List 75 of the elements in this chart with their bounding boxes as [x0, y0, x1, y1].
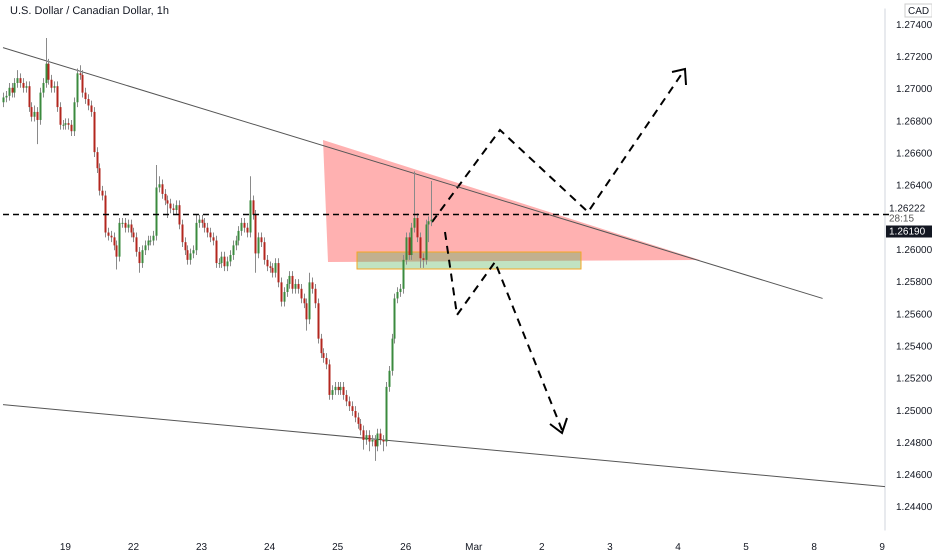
candlestick [366, 430, 368, 446]
candlestick [170, 198, 172, 214]
candlestick [12, 82, 14, 98]
candlestick [258, 232, 260, 259]
x-tick-label: 8 [811, 542, 818, 550]
x-tick-label: 24 [264, 542, 276, 550]
candlestick [244, 218, 246, 234]
candlestick [332, 384, 334, 400]
candlestick [274, 258, 276, 278]
y-tick-label: 1.24800 [896, 438, 932, 449]
x-tick-label: 4 [675, 542, 682, 550]
y-tick-label: 1.24600 [896, 470, 932, 482]
x-tick-label: 2 [539, 542, 546, 550]
candlestick [292, 270, 294, 294]
candlestick [294, 278, 296, 294]
candlestick [34, 104, 36, 122]
candlestick [338, 382, 340, 396]
y-tick-label: 1.24400 [896, 502, 932, 514]
candlestick [368, 430, 370, 452]
y-tick-label: 1.27200 [896, 52, 932, 63]
candlestick [142, 244, 144, 268]
candlestick [2, 92, 4, 108]
annotation: 28:15 [889, 213, 914, 224]
y-tick-label: 1.25600 [896, 309, 932, 320]
x-tick-label: 23 [196, 542, 208, 550]
chart-title: U.S. Dollar / Canadian Dollar, 1h [10, 5, 169, 17]
y-tick-label: 1.26600 [896, 148, 932, 160]
x-tick-label: 22 [128, 542, 140, 550]
y-tick-label: 1.25800 [896, 277, 932, 288]
candlestick [124, 218, 126, 234]
y-tick-label: 1.26800 [896, 116, 932, 128]
candlestick [26, 80, 28, 94]
y-tick-label: 1.26400 [896, 180, 932, 192]
candlestick [54, 80, 56, 94]
candlestick [128, 219, 130, 234]
candlestick [202, 214, 204, 228]
candlestick [220, 251, 222, 268]
candlestick [306, 298, 308, 332]
candlestick [20, 72, 22, 88]
y-tick-label: 1.25400 [896, 341, 932, 352]
x-tick-label: 5 [743, 542, 750, 550]
candlestick [246, 222, 248, 238]
x-tick-label: 9 [879, 542, 886, 550]
y-axis-title: CAD [908, 6, 930, 17]
candlestick [22, 78, 24, 94]
y-tick-label: 1.26000 [896, 244, 932, 256]
candlestick [70, 119, 72, 137]
candlestick [190, 248, 192, 266]
candlestick [176, 200, 178, 216]
x-tick-label: 25 [332, 542, 344, 550]
annotation: 1.26190 [889, 226, 926, 238]
candlestick [204, 218, 206, 234]
ref-line-label: 1.26222 [889, 203, 926, 214]
y-tick-label: 1.27400 [896, 20, 932, 31]
x-tick-label: 3 [607, 542, 614, 550]
candlestick [372, 434, 374, 447]
x-tick-label: 26 [400, 542, 412, 550]
candlestick [8, 82, 10, 102]
candlestick [224, 251, 226, 272]
candlestick [216, 235, 218, 268]
candlestick [36, 106, 38, 145]
y-tick-label: 1.25200 [896, 374, 932, 385]
y-tick-label: 1.25000 [896, 406, 932, 417]
candlestick [148, 235, 150, 251]
candlestick [272, 262, 274, 278]
x-tick-label: 19 [60, 542, 72, 550]
candlestick [64, 118, 66, 130]
candlestick [340, 382, 342, 396]
candlestick [206, 222, 208, 238]
candlestick [300, 283, 302, 304]
y-tick-label: 1.27000 [896, 84, 932, 96]
x-tick-label: Mar [465, 542, 484, 550]
candlestick [210, 227, 212, 243]
candlestick [150, 235, 152, 246]
candlestick [130, 219, 132, 238]
